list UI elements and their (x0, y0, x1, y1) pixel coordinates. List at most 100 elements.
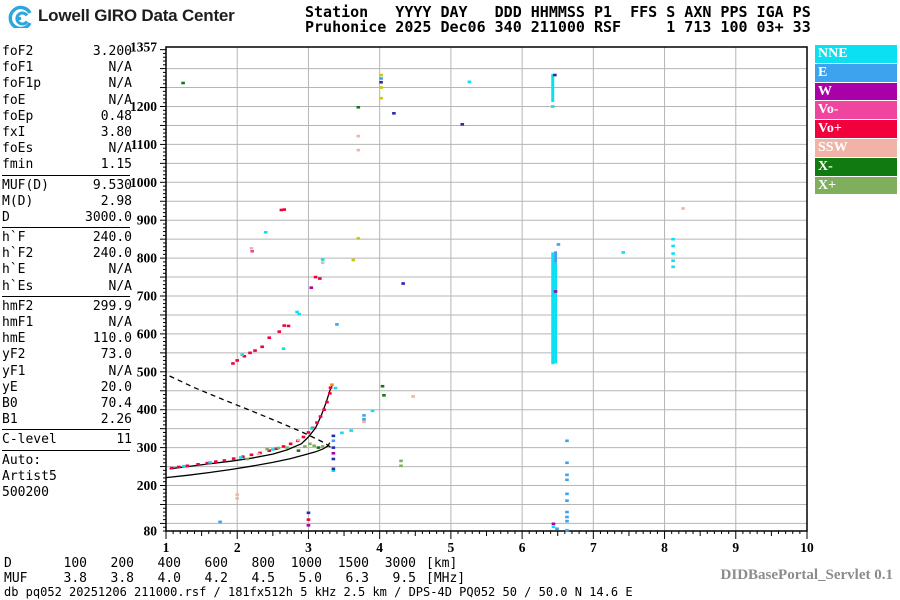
echo-point (671, 244, 675, 248)
param-row: hmF2 299.9 (2, 299, 132, 315)
echo-point (362, 420, 366, 424)
muf-unit: [MHz] (426, 571, 466, 586)
echo-point (320, 445, 325, 448)
param-value: 70.4 (100, 395, 132, 411)
echo-point (550, 105, 555, 108)
param-label: h`F (2, 230, 26, 246)
echo-point (553, 290, 558, 293)
echo-point (356, 105, 361, 109)
legend-item-x-: X- (815, 157, 897, 176)
param-value: 9.530 (92, 177, 132, 193)
echo-point (356, 134, 361, 138)
echo-point (235, 497, 240, 500)
echo-point (182, 464, 186, 468)
echo-point (555, 527, 559, 531)
param-value: N/A (108, 141, 132, 157)
param-label: h`F2 (2, 246, 34, 262)
echo-point (214, 460, 218, 463)
param-row: MUF(D) 9.530 (2, 178, 132, 194)
echo-point (310, 427, 314, 430)
echo-point (401, 282, 405, 285)
param-value: N/A (108, 76, 132, 92)
echo-point (240, 353, 245, 357)
y-tick-label: 800 (137, 251, 158, 266)
echo-point (351, 258, 356, 262)
legend-item-w: W (815, 82, 897, 101)
y-tick-label: 600 (137, 326, 158, 341)
echo-point (380, 384, 385, 388)
param-row: h`F 240.0 (2, 230, 132, 246)
echo-point (267, 449, 272, 452)
param-label: foEp (2, 108, 34, 124)
legend-item-e: E (815, 63, 897, 82)
muf-cell: 100 (63, 556, 87, 571)
echo-point (335, 323, 339, 326)
param-row: C-level 11 (2, 432, 132, 448)
echo-point (277, 330, 282, 333)
echo-point (356, 237, 361, 240)
param-value: 240.0 (92, 246, 132, 262)
echo-point (362, 417, 366, 421)
echo-point (671, 252, 675, 255)
param-row: fxI 3.80 (2, 125, 132, 141)
echo-point (260, 345, 264, 349)
echo-point (282, 324, 287, 327)
param-row: foF2 3.200 (2, 44, 132, 60)
param-value: N/A (108, 92, 132, 108)
echo-point (382, 394, 386, 397)
legend-item-vo+: Vo+ (815, 120, 897, 138)
muf-cell: 600 (204, 556, 228, 571)
param-label: B1 (2, 412, 18, 428)
param-value: 3000.0 (85, 209, 132, 225)
x-tick-label: 8 (661, 540, 668, 555)
echo-point (551, 525, 556, 529)
echo-point (253, 349, 257, 352)
y-tick-label: 1000 (130, 175, 157, 190)
echo-segment (551, 252, 555, 365)
param-value: 11 (116, 432, 132, 448)
echo-point (181, 81, 185, 85)
echo-point (303, 445, 307, 448)
echo-point (313, 275, 318, 279)
panel-divider (2, 295, 130, 297)
echo-point (285, 446, 289, 449)
x-axis-labels: 1 2 3 4 5 6 7 8 9 10 (163, 540, 814, 555)
param-row: yF2 73.0 (2, 347, 132, 363)
echo-point (318, 277, 322, 280)
muf-cell: 3.8 (63, 571, 87, 586)
grid (166, 47, 807, 531)
echo-point (331, 439, 336, 443)
echo-point (565, 528, 569, 532)
muf-cell: 400 (157, 556, 181, 571)
param-row: B0 70.4 (2, 396, 132, 412)
echo-segments (551, 73, 558, 365)
echo-point (249, 453, 254, 457)
echo-point (205, 461, 210, 465)
muf-cell: 1000 (290, 556, 322, 571)
echo-point (331, 446, 336, 449)
param-label: yF1 (2, 363, 26, 379)
param-row: foEs N/A (2, 141, 132, 157)
profile-curve (165, 442, 331, 479)
echo-point (379, 86, 383, 89)
echo-point (185, 464, 190, 468)
legend-item-vo-: Vo- (815, 101, 897, 120)
echo-point (565, 478, 569, 482)
param-label: yF2 (2, 347, 26, 363)
echo-point (316, 446, 321, 449)
echo-point (301, 435, 306, 439)
legend-item-ssw: SSW (815, 138, 897, 157)
param-value: 20.0 (100, 379, 132, 395)
giro-wave-icon (8, 5, 32, 28)
echo-point (349, 429, 353, 432)
parameter-panel: foF2 3.200 foF1 N/A foF1p N/A foE N/A foEp 0.48 fx… (2, 44, 132, 501)
muf-row: MUF 3.8 3.8 4.0 4.2 4.5 5.0 6.3 9.5 [MHz] (4, 571, 465, 586)
echo-point (248, 351, 252, 355)
param-label: foF1 (2, 60, 34, 76)
echo-point (297, 312, 301, 316)
param-row: fmin 1.15 (2, 157, 132, 173)
echo-point (267, 336, 272, 340)
echo-point (333, 386, 338, 390)
echo-point (308, 442, 312, 446)
